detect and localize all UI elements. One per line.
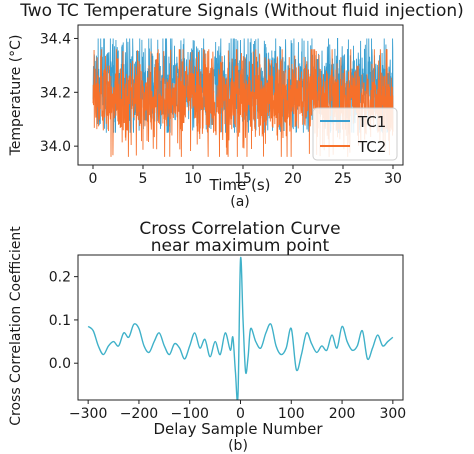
chart-a-ytick-label: 34.2 [40,85,71,101]
cross-correlation-line [87,256,394,400]
chart-b-plot-frame [77,254,404,401]
chart-b-xtick-label: 200 [329,406,356,422]
legend-label-tc2: TC2 [357,138,386,156]
chart-b-xtick-label: 300 [379,406,406,422]
chart-a-xtick-label: 25 [334,171,352,187]
legend-label-tc1: TC1 [357,113,386,131]
chart-b-xtick-label: 0 [236,406,245,422]
chart-b-xtick-label: 100 [278,406,305,422]
chart-a-xtick-label: 0 [89,171,98,187]
chart-a-title: Two TC Temperature Signals (Without flui… [19,1,464,21]
chart-a-xlabel: Time (s) [209,176,271,194]
temperature-chart: Two TC Temperature Signals (Without flui… [8,1,464,210]
chart-b-ytick-label: 0.0 [49,356,71,372]
chart-a-ylabel: Temperature (°C) [8,35,24,157]
chart-b-ylabel: Cross Correlation Coefficient [8,226,24,426]
chart-b-axis-ticks: −300 −200 −100 0 100 200 300 0.0 0.1 0.2 [49,270,406,422]
chart-a-plot-frame [77,24,404,166]
chart-a-legend: TC1 TC2 [312,107,398,161]
chart-a-series [92,38,394,157]
chart-a-xtick-label: 20 [284,171,302,187]
chart-b-xtick-label: −100 [170,406,208,422]
chart-b-caption: (b) [228,438,248,454]
chart-b-xtick-label: −200 [120,406,158,422]
chart-a-axis-ticks: 0 5 10 15 20 25 30 34.0 34.2 34.4 [40,31,402,187]
cross-correlation-chart: Cross Correlation Curve near maximum poi… [8,219,406,454]
chart-a-xtick-label: 15 [234,171,252,187]
chart-b-ytick-label: 0.1 [49,313,71,329]
chart-a-ytick-label: 34.4 [40,31,71,47]
chart-a-xtick-label: 10 [184,171,202,187]
chart-b-ytick-label: 0.2 [49,270,71,286]
chart-b-title-line-2: near maximum point [151,236,330,256]
chart-b-title-line-1: Cross Correlation Curve [139,219,340,239]
chart-b-xtick-label: −300 [69,406,107,422]
chart-a-xtick-label: 5 [139,171,148,187]
series-line-tc2 [92,49,394,157]
chart-a-xtick-label: 30 [384,171,402,187]
chart-a-ytick-label: 34.0 [40,139,71,155]
chart-b-series [87,256,394,400]
chart-b-xlabel: Delay Sample Number [153,420,323,438]
chart-a-caption: (a) [230,194,250,210]
